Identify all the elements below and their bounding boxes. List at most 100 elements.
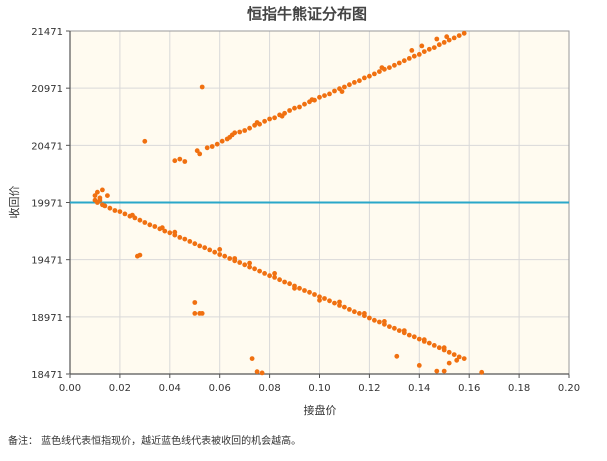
- data-point: [172, 158, 178, 164]
- data-point: [302, 101, 307, 107]
- data-point: [212, 249, 218, 255]
- data-point: [367, 315, 372, 321]
- x-tick-label: 0.14: [408, 383, 430, 394]
- data-point: [352, 309, 357, 315]
- data-point: [431, 45, 437, 50]
- data-point: [177, 156, 183, 162]
- data-point: [444, 34, 450, 40]
- data-point: [416, 52, 422, 57]
- data-point: [272, 115, 277, 121]
- data-point: [322, 296, 327, 301]
- data-point: [387, 324, 392, 329]
- data-point: [237, 129, 243, 135]
- data-point: [392, 62, 397, 68]
- data-point: [272, 275, 277, 280]
- x-tick-label: 0.06: [209, 383, 231, 394]
- data-point: [192, 311, 198, 316]
- data-point: [267, 273, 272, 279]
- data-point: [232, 256, 238, 261]
- data-point: [411, 334, 417, 340]
- data-point: [441, 345, 447, 351]
- data-point: [372, 71, 377, 77]
- x-tick-label: 0.04: [159, 383, 181, 394]
- y-tick-label: 21471: [31, 27, 63, 38]
- data-point: [172, 229, 178, 235]
- data-point: [322, 93, 327, 98]
- data-point: [147, 222, 153, 228]
- data-point: [262, 118, 267, 124]
- data-point: [419, 43, 425, 49]
- data-point: [262, 271, 267, 276]
- data-point: [339, 89, 345, 94]
- data-point: [456, 33, 462, 38]
- axes: 0.00 0.02 0.04 0.06 0.08 0.10 0.12 0.14 0.16 0.18…: [31, 27, 580, 394]
- data-point: [112, 208, 118, 213]
- data-point: [182, 236, 188, 242]
- data-point: [217, 247, 223, 252]
- y-tick-label: 19971: [31, 199, 63, 210]
- data-point: [95, 189, 100, 195]
- data-point: [287, 108, 292, 113]
- data-point: [446, 360, 452, 366]
- data-point: [426, 340, 432, 346]
- data-point: [167, 230, 173, 236]
- data-point: [372, 317, 377, 323]
- data-point: [279, 113, 285, 119]
- data-point: [309, 97, 315, 102]
- data-point: [411, 53, 417, 59]
- data-point: [342, 304, 347, 310]
- x-tick-label: 0.02: [109, 383, 131, 394]
- data-point: [441, 368, 447, 374]
- data-point: [209, 144, 215, 149]
- footnote: 备注： 蓝色线代表恒指现价，越近蓝色线代表被收回的机会越高。: [8, 436, 302, 447]
- x-tick-label: 0.16: [458, 383, 480, 394]
- data-point: [434, 36, 440, 42]
- y-tick-label: 19471: [31, 256, 63, 267]
- data-point: [382, 319, 387, 324]
- data-point: [249, 356, 255, 361]
- data-point: [434, 368, 440, 374]
- data-point: [259, 370, 265, 376]
- data-point: [451, 35, 457, 41]
- data-point: [152, 224, 158, 229]
- data-point: [436, 345, 442, 351]
- data-point: [337, 303, 342, 308]
- data-point: [479, 369, 485, 375]
- data-point: [362, 75, 367, 81]
- data-point: [192, 241, 198, 247]
- data-point: [327, 298, 332, 304]
- data-point: [451, 352, 457, 357]
- data-point: [431, 343, 437, 348]
- data-point: [352, 80, 357, 85]
- data-point: [247, 260, 253, 266]
- data-point: [117, 209, 123, 215]
- x-tick-label: 0.18: [508, 383, 530, 394]
- data-point: [187, 239, 193, 244]
- data-point: [426, 46, 432, 52]
- data-point: [436, 42, 442, 48]
- data-point: [177, 235, 183, 240]
- data-point: [227, 134, 233, 140]
- data-point: [242, 128, 248, 133]
- data-point: [327, 91, 332, 97]
- data-point: [237, 260, 243, 265]
- data-point: [267, 116, 272, 122]
- data-point: [130, 212, 135, 218]
- data-point: [247, 264, 253, 270]
- data-point: [312, 292, 317, 297]
- data-point: [247, 125, 253, 131]
- data-point: [137, 217, 143, 223]
- data-point: [302, 288, 307, 293]
- data-point: [317, 94, 322, 100]
- data-point: [454, 357, 460, 363]
- x-tick-label: 0.00: [59, 383, 81, 394]
- data-point: [287, 281, 292, 287]
- data-point: [219, 138, 225, 144]
- data-point: [367, 73, 372, 79]
- data-point: [401, 328, 407, 333]
- data-point: [387, 65, 392, 70]
- data-point: [122, 211, 128, 217]
- data-point: [199, 311, 205, 316]
